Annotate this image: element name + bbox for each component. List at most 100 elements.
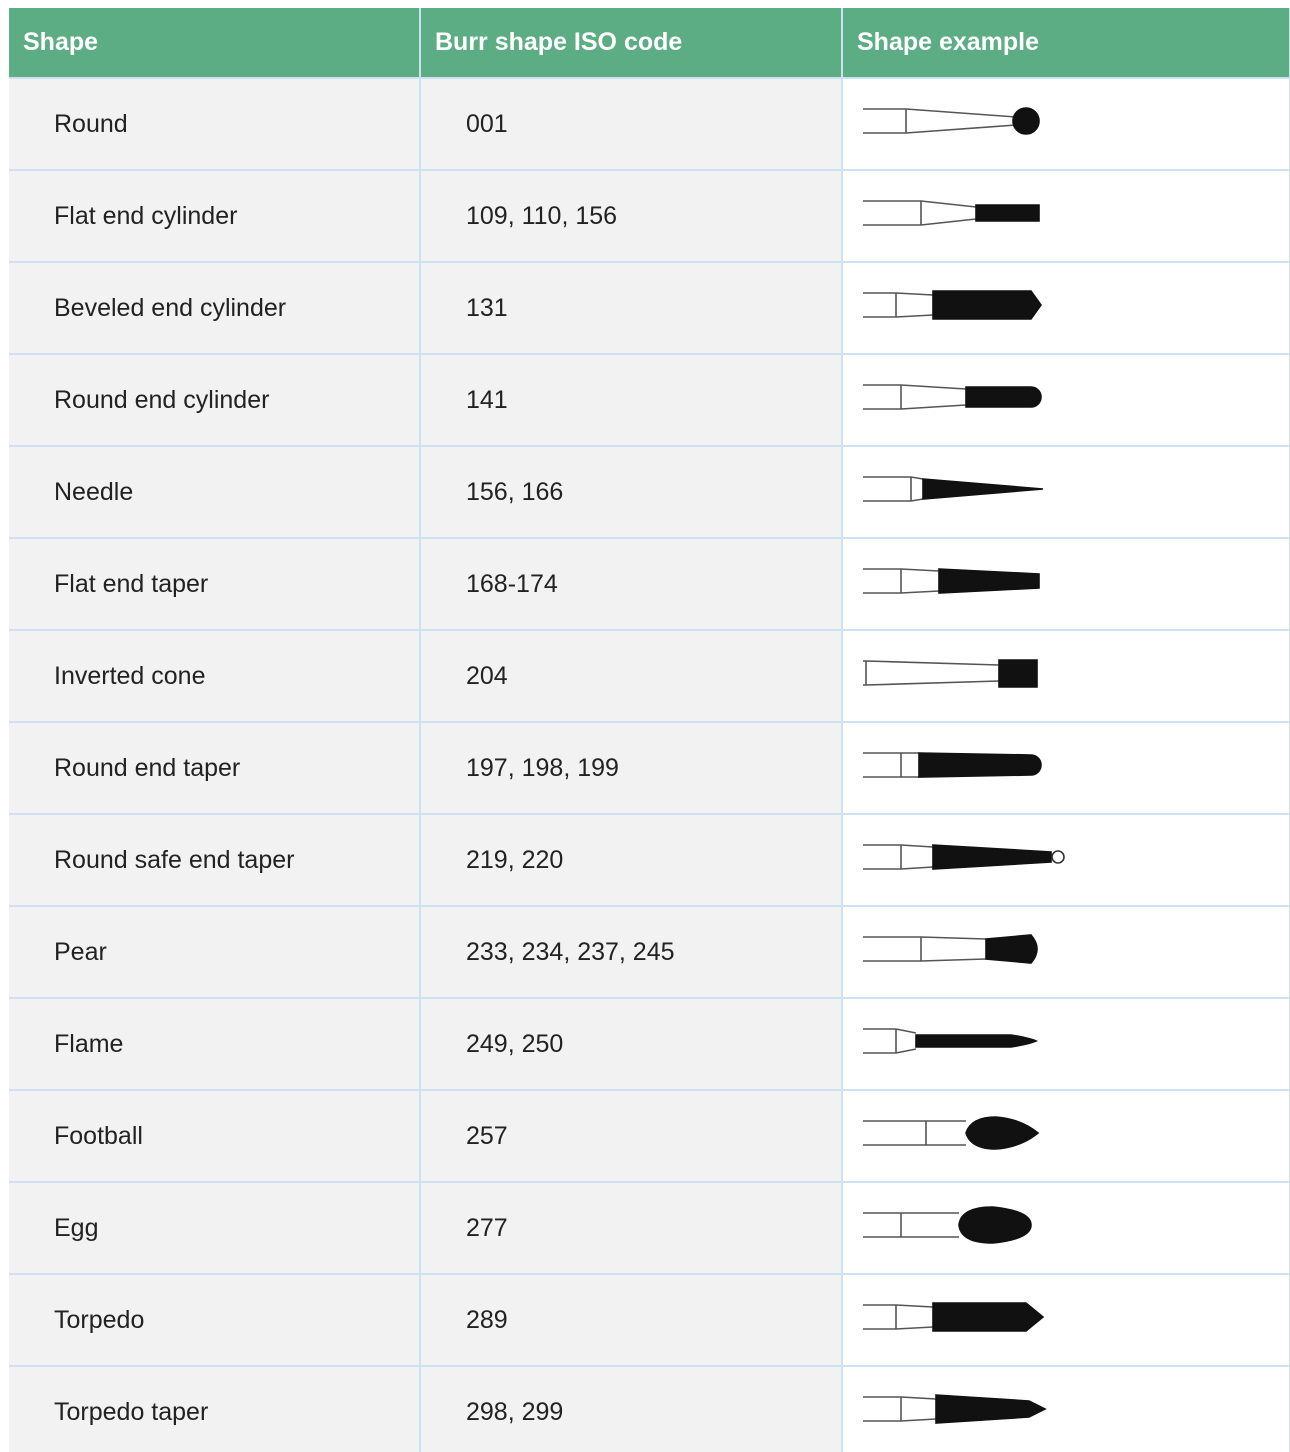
iso-code: 219, 220 [419, 813, 843, 907]
burr-tip [1051, 849, 1065, 864]
table-row: Round 001 [9, 77, 1290, 171]
shape-example-cell [841, 169, 1290, 263]
iso-code: 131 [419, 261, 843, 355]
burr-head [965, 1115, 1040, 1150]
shape-example-cell [841, 353, 1290, 447]
burr-head [932, 1301, 1045, 1332]
shape-example-cell [841, 721, 1290, 815]
shape-example-cell [841, 261, 1290, 355]
burr-shank [863, 1395, 937, 1422]
burr-icon [863, 289, 1042, 320]
shape-example-cell [841, 1273, 1290, 1367]
burr-shank [863, 567, 940, 594]
burr-icon [863, 1027, 1039, 1054]
burr-icon [863, 199, 1040, 226]
shape-name: Egg [9, 1181, 421, 1275]
burr-shank [863, 199, 977, 226]
burr-shank [863, 1119, 966, 1146]
shape-name: Inverted cone [9, 629, 421, 723]
burr-head [958, 1205, 1032, 1244]
shape-example-cell [841, 1181, 1290, 1275]
shape-example-cell [841, 1365, 1290, 1452]
burr-icon [863, 658, 1038, 688]
iso-code: 289 [419, 1273, 843, 1367]
column-header: Shape example [842, 8, 1290, 79]
shape-name: Torpedo [9, 1273, 421, 1367]
shape-name: Round end cylinder [9, 353, 421, 447]
shape-name: Torpedo taper [9, 1365, 421, 1452]
table-row: Beveled end cylinder 131 [9, 261, 1290, 355]
shape-name: Round safe end taper [9, 813, 421, 907]
shape-example-cell [841, 905, 1290, 999]
burr-head [932, 843, 1052, 870]
burr-shank [863, 107, 1017, 134]
burr-head [965, 385, 1042, 408]
burr-icon [863, 383, 1042, 410]
shape-name: Flame [9, 997, 421, 1091]
burr-shank [863, 291, 934, 318]
table-row: Needle 156, 166 [9, 445, 1290, 539]
burr-icon [863, 567, 1040, 594]
shape-example-cell [841, 997, 1290, 1091]
table-row: Inverted cone 204 [9, 629, 1290, 723]
iso-code: 233, 234, 237, 245 [419, 905, 843, 999]
burr-shank [863, 1303, 934, 1330]
burr-icon [863, 751, 1042, 778]
shape-example-cell [841, 445, 1290, 539]
shape-example-cell [841, 629, 1290, 723]
shape-name: Football [9, 1089, 421, 1183]
column-header: Burr shape ISO code [420, 8, 843, 79]
burr-head [998, 658, 1038, 688]
iso-code: 001 [419, 77, 843, 171]
burr-shank [863, 1211, 959, 1238]
header-row: Shape Burr shape ISO code Shape example [9, 8, 1290, 79]
burr-head [918, 751, 1042, 778]
burr-head [915, 1033, 1039, 1048]
shape-name: Round [9, 77, 421, 171]
shape-example-cell [841, 77, 1290, 171]
iso-code: 168-174 [419, 537, 843, 631]
burr-icon [863, 106, 1040, 135]
iso-code: 109, 110, 156 [419, 169, 843, 263]
burr-shank [863, 751, 919, 778]
iso-code: 298, 299 [419, 1365, 843, 1452]
table-container: Shape Burr shape ISO code Shape example … [9, 8, 1290, 1452]
burr-shank [863, 843, 934, 870]
burr-icon [863, 1301, 1045, 1332]
burr-shank [863, 383, 967, 410]
table-row: Flame 249, 250 [9, 997, 1290, 1091]
table-row: Round end cylinder 141 [9, 353, 1290, 447]
burr-head [932, 289, 1042, 320]
burr-icon [863, 1205, 1032, 1244]
burr-head [975, 203, 1040, 222]
column-header: Shape [9, 8, 421, 79]
burr-head [938, 567, 1040, 594]
burr-table: Shape Burr shape ISO code Shape example … [9, 8, 1290, 1452]
iso-code: 197, 198, 199 [419, 721, 843, 815]
table-row: Torpedo taper 298, 299 [9, 1365, 1290, 1452]
shape-name: Pear [9, 905, 421, 999]
iso-code: 257 [419, 1089, 843, 1183]
burr-icon [863, 475, 1044, 502]
iso-code: 141 [419, 353, 843, 447]
table-row: Flat end cylinder 109, 110, 156 [9, 169, 1290, 263]
shape-name: Round end taper [9, 721, 421, 815]
burr-shank [863, 1027, 917, 1054]
shape-name: Beveled end cylinder [9, 261, 421, 355]
burr-head [1012, 106, 1040, 135]
iso-code: 156, 166 [419, 445, 843, 539]
table-row: Round end taper 197, 198, 199 [9, 721, 1290, 815]
shape-example-cell [841, 1089, 1290, 1183]
burr-icon [863, 1115, 1040, 1150]
table-row: Pear 233, 234, 237, 245 [9, 905, 1290, 999]
burr-shank [863, 659, 1000, 686]
table-row: Football 257 [9, 1089, 1290, 1183]
burr-shank [863, 935, 987, 962]
burr-icon [863, 1393, 1047, 1424]
iso-code: 249, 250 [419, 997, 843, 1091]
burr-shank [863, 475, 924, 502]
table-row: Flat end taper 168-174 [9, 537, 1290, 631]
burr-head [935, 1393, 1047, 1424]
burr-head [922, 477, 1044, 500]
